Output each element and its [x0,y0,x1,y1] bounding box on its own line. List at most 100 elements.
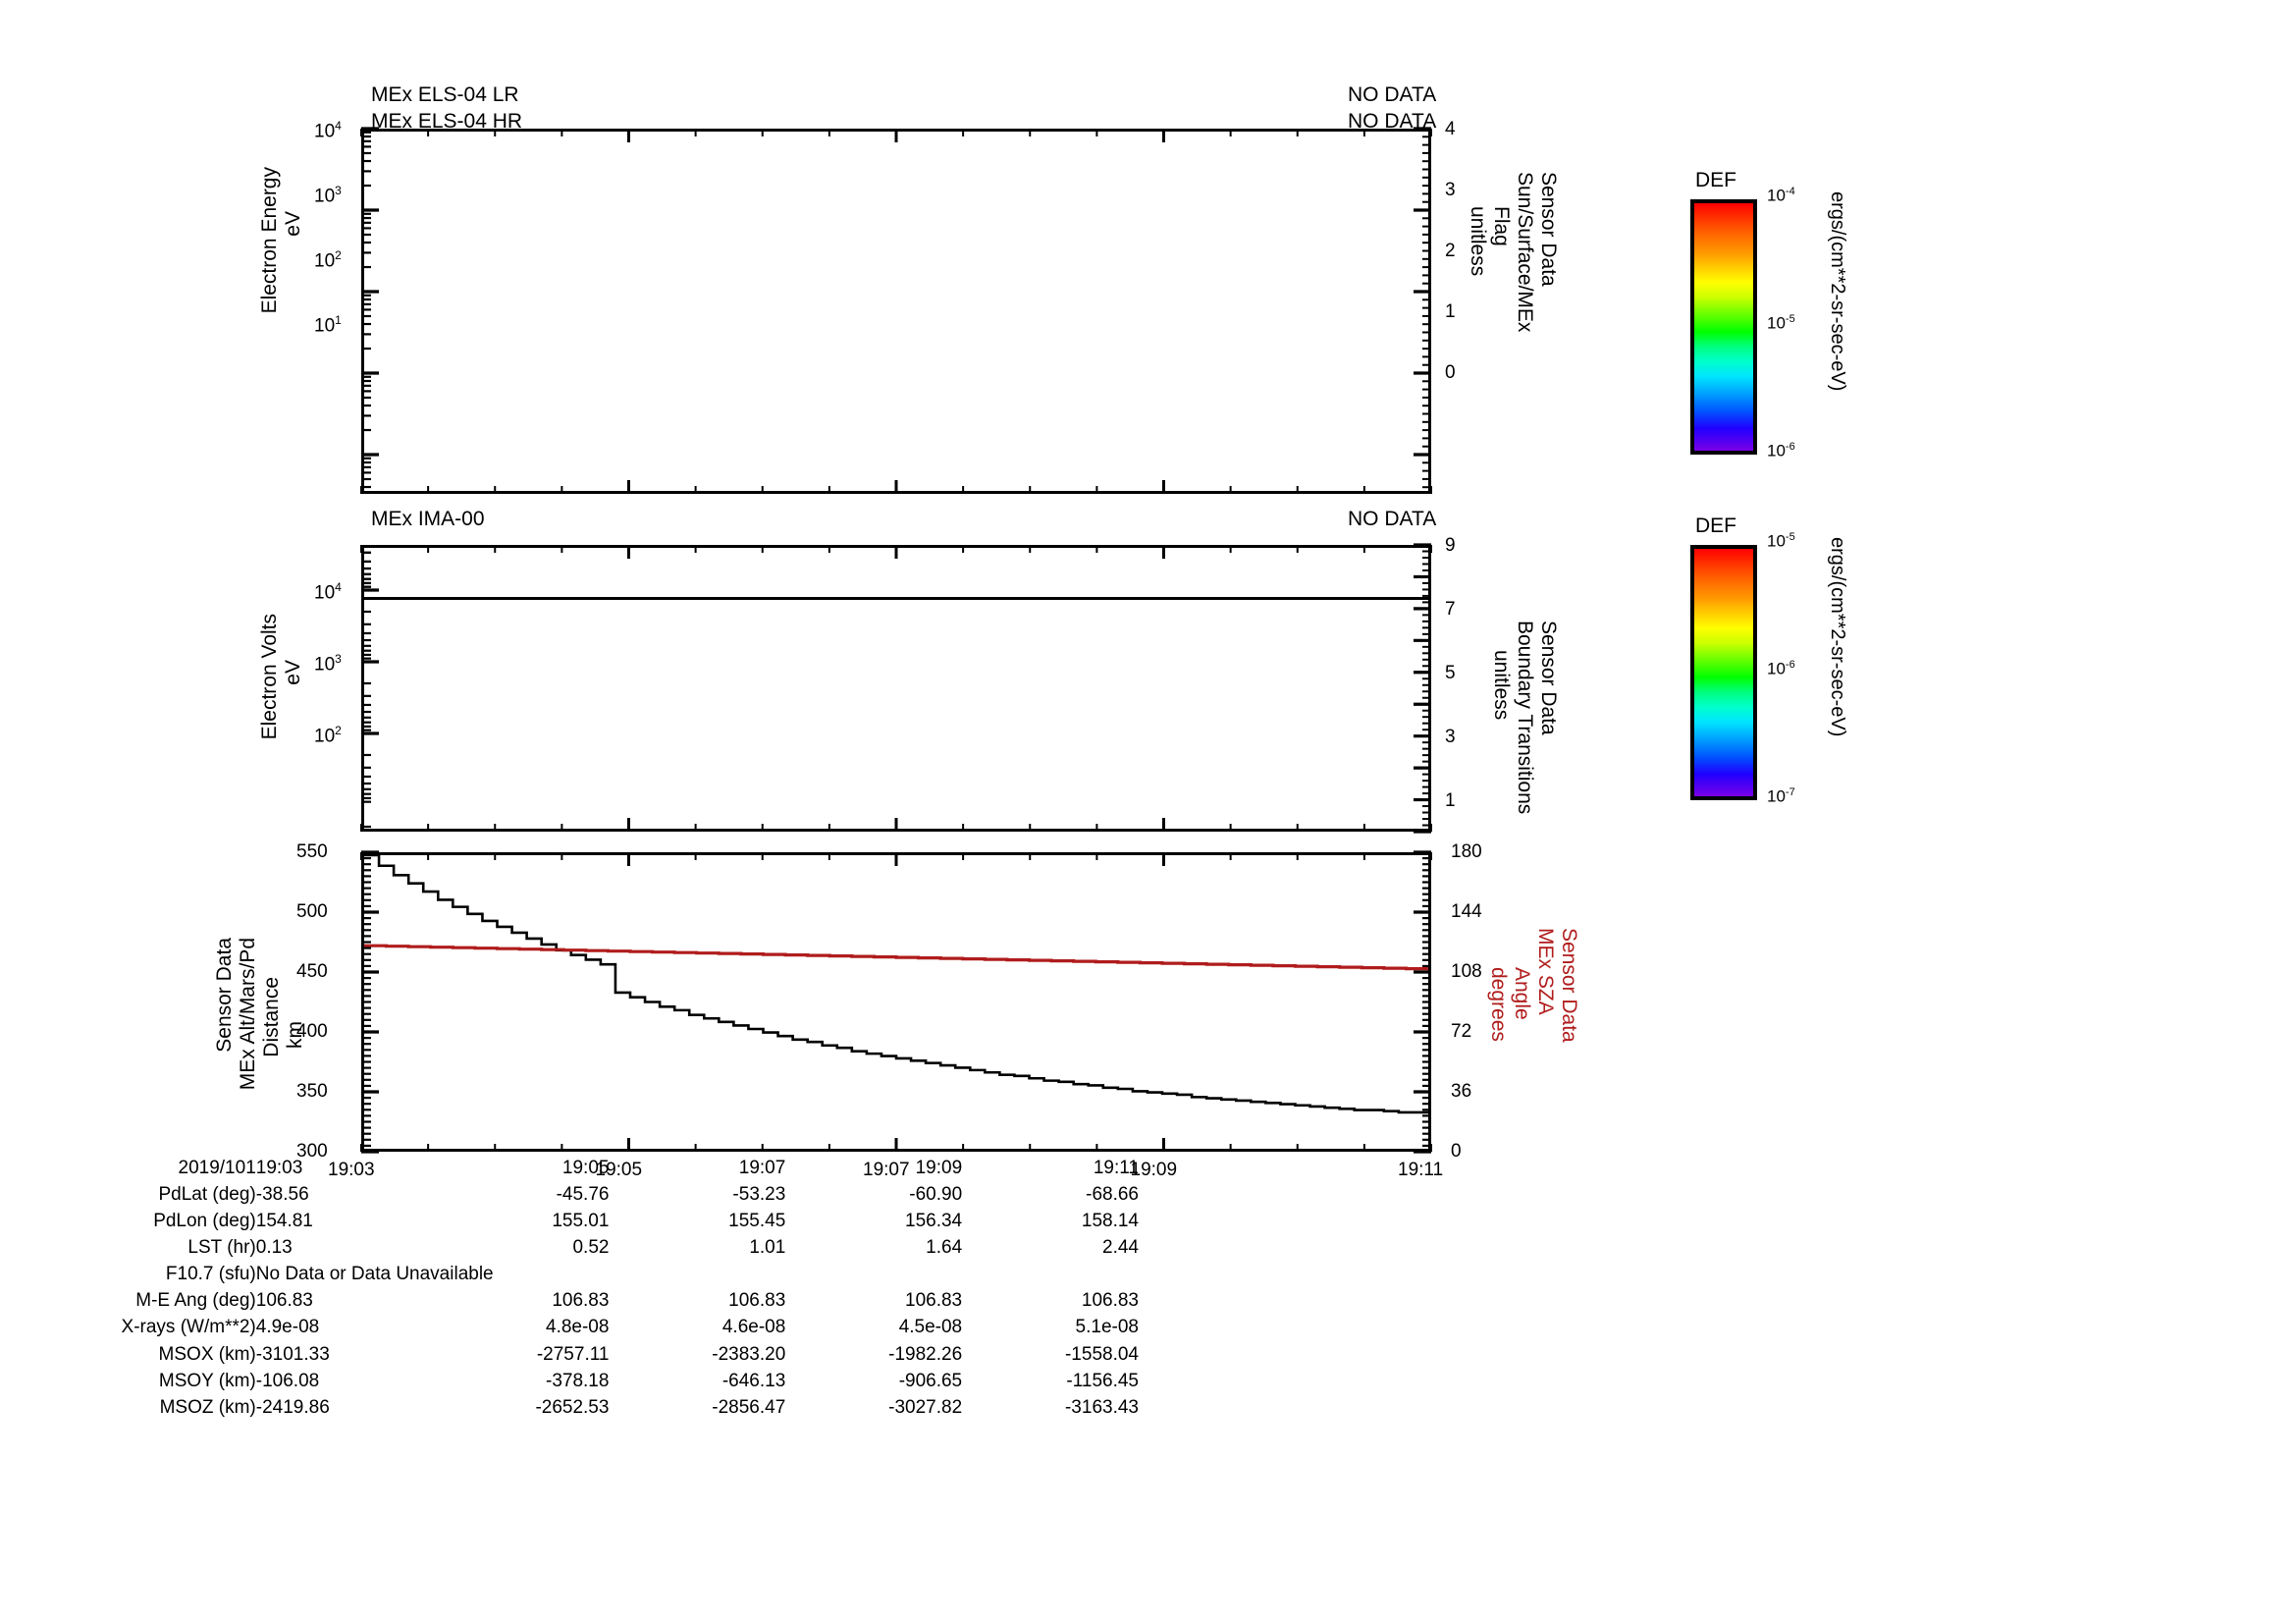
table-cell: 106.83 [905,1290,963,1312]
panel-ima-status: NO DATA [1348,508,1437,530]
colorbar-ima-max-label: 10-5 [1767,532,1795,550]
panel-els-right-title-3: Flag [1490,206,1513,246]
panel-altitude-ytick-300: 300 [296,1141,328,1162]
table-row: LST (hr) 0.13 0.52 1.01 1.64 2.44 [0,1234,1139,1261]
panel-ima-plot-frame [361,545,1431,832]
x-axis-time-tick: 19:05 [595,1160,643,1180]
panel-altitude-ytick-550: 550 [296,841,328,862]
table-row-label: 2019/101 [178,1158,256,1178]
ytick-exponent: 3 [335,184,342,197]
panel-ima-ytick-10e3: 103 [314,653,342,674]
ytick-exponent: 2 [335,724,342,737]
sza-trace [364,946,1428,968]
table-row: 2019/101 19:03 19:05 19:07 19:09 19:11 [0,1155,1139,1181]
cb-exponent: -6 [1785,441,1795,453]
panel-ima-right-ytick-9: 9 [1445,535,1456,556]
table-cell: 155.45 [728,1211,786,1232]
panel-altitude-title-1: Sensor Data [213,938,236,1053]
panel-sza-ytick-180: 180 [1451,841,1482,862]
ytick-mantissa: 10 [314,315,336,337]
table-row: M-E Ang (deg) 106.83 106.83 106.83 106.83 106… [0,1287,1139,1314]
table-row-label: LST (hr) [187,1237,256,1259]
panel-ima-right-ytick-1: 1 [1445,790,1456,811]
colorbar-ima-mid-label: 10-6 [1767,660,1795,677]
panel-els-ytick-10e2: 102 [314,249,342,270]
cb-mantissa: 10 [1767,659,1786,678]
table-cell: 1.01 [749,1237,786,1259]
cb-exponent: -6 [1785,659,1795,671]
panel-sza-ytick-108: 108 [1451,961,1482,982]
cb-mantissa: 10 [1767,313,1786,333]
panel-sza-title-3: Angle [1511,967,1533,1020]
cb-mantissa: 10 [1767,786,1786,806]
panel-ima-yaxis-units: eV [282,660,304,685]
table-cell: 4.6e-08 [721,1317,786,1338]
colorbar-els-title: DEF [1695,169,1736,191]
table-cell: -378.18 [546,1370,610,1391]
table-cell: 2.44 [1102,1237,1139,1259]
table-cell: 1.64 [926,1237,963,1259]
ytick-exponent: 2 [335,248,342,262]
panel-els-status-lr: NO DATA [1348,83,1437,106]
panel-ima-ytick-10e4: 104 [314,581,342,602]
panel-sza-ytick-36: 36 [1451,1081,1472,1102]
panel-altitude-ytick-450: 450 [296,961,328,982]
panel-ima-trace-label: MEx IMA-00 [371,508,485,530]
table-row-label: M-E Ang (deg) [135,1290,256,1312]
panel-els-right-ytick-0: 0 [1445,362,1456,383]
table-cell: -2419.86 [255,1396,330,1418]
panel-sza-title-2: MEx SZA [1534,928,1557,1015]
cb-mantissa: 10 [1767,441,1786,460]
table-cell: 19:11 [1093,1158,1139,1178]
table-row: MSOX (km) -3101.33 -2757.11 -2383.20 -1982.2… [0,1341,1139,1368]
ytick-mantissa: 10 [314,121,336,142]
colorbar-els [1690,199,1757,455]
table-cell: -2383.20 [712,1343,786,1365]
altitude-trace [364,855,1428,1112]
table-row: PdLat (deg) -38.56 -45.76 -53.23 -60.90 -68.6… [0,1181,1139,1208]
table-cell: 154.81 [255,1211,313,1232]
table-row: X-rays (W/m**2) 4.9e-08 4.8e-08 4.6e-08 4.5e… [0,1314,1139,1340]
panel-els-right-ytick-4: 4 [1445,119,1456,139]
table-cell-unavailable: No Data or Data Unavailable [255,1264,494,1285]
ytick-mantissa: 10 [314,582,336,604]
panel-altitude-traces [364,855,1428,1149]
cb-mantissa: 10 [1767,186,1786,205]
table-cell: 106.83 [255,1290,313,1312]
ytick-mantissa: 10 [314,654,336,676]
panel-els-ytick-10e4: 104 [314,120,342,140]
table-cell: 19:03 [255,1158,303,1178]
panel-els-trace-label-lr: MEx ELS-04 LR [371,83,519,106]
panel-altitude-ytick-500: 500 [296,901,328,922]
table-cell: 106.83 [728,1290,786,1312]
panel-els-ticks [361,129,1431,494]
panel-ima-yaxis-title: Electron Volts [258,614,281,740]
table-cell: 158.14 [1081,1211,1139,1232]
panel-altitude-title-2: MEx Alt/Mars/Pd [237,938,259,1091]
ytick-exponent: 1 [335,313,342,327]
cb-exponent: -5 [1785,531,1795,543]
colorbar-ima-title: DEF [1695,514,1736,537]
table-cell: -106.08 [255,1370,320,1391]
table-cell: -1558.04 [1064,1343,1139,1365]
ytick-mantissa: 10 [314,726,336,747]
table-row-label: MSOZ (km) [159,1396,256,1418]
cb-exponent: -5 [1785,313,1795,325]
panel-altitude-ytick-400: 400 [296,1021,328,1042]
table-cell: 19:09 [915,1158,963,1178]
panel-sza-ytick-0: 0 [1451,1141,1462,1162]
panel-ima-right-ytick-5: 5 [1445,663,1456,683]
panel-ima-right-title-1: Sensor Data [1537,621,1560,735]
panel-els-yaxis-units: eV [282,211,304,237]
table-cell: 106.83 [1081,1290,1139,1312]
table-row-label: MSOX (km) [158,1343,256,1365]
colorbar-els-min-label: 10-6 [1767,442,1795,460]
table-cell: -1156.45 [1066,1370,1139,1391]
ytick-exponent: 4 [335,119,342,133]
table-cell: 4.9e-08 [255,1317,320,1338]
panel-els-right-title-1: Sensor Data [1537,172,1560,287]
panel-els-ytick-10e3: 103 [314,185,342,205]
panel-sza-title-4: degrees [1487,967,1510,1042]
table-cell: -2856.47 [712,1396,786,1418]
panel-ima-right-title-3: unitless [1490,650,1513,721]
